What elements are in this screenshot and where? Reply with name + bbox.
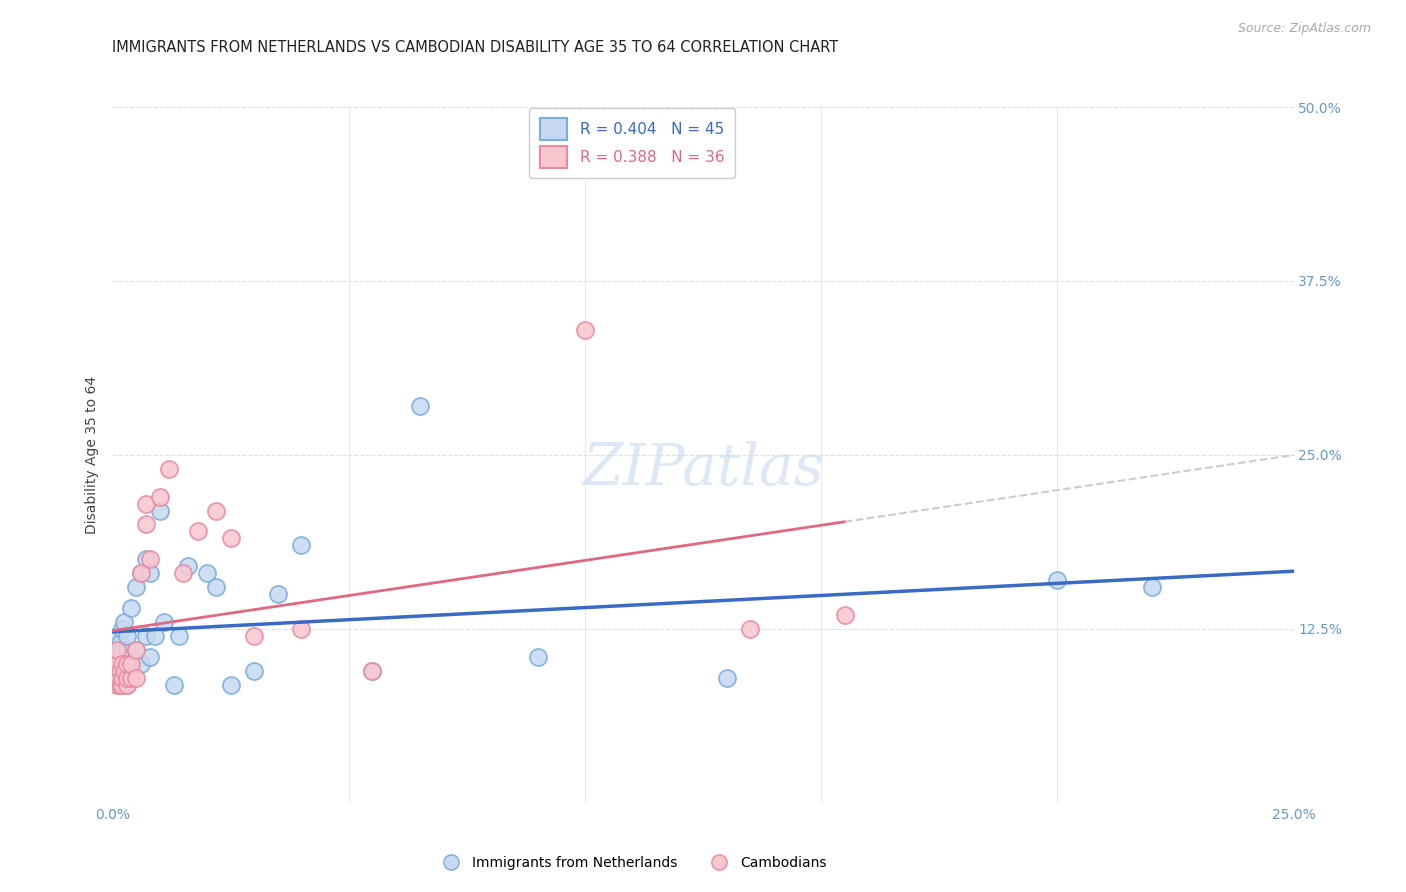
Point bbox=[111, 657, 134, 671]
Point bbox=[120, 601, 142, 615]
Point bbox=[105, 657, 128, 671]
Point bbox=[120, 664, 142, 678]
Point bbox=[740, 622, 762, 636]
Point bbox=[139, 566, 162, 581]
Point bbox=[111, 677, 134, 691]
Point bbox=[135, 629, 157, 643]
Text: ZIPatlas: ZIPatlas bbox=[582, 441, 824, 497]
Point bbox=[111, 622, 134, 636]
Point bbox=[219, 677, 242, 691]
Point bbox=[172, 566, 194, 581]
Point bbox=[105, 642, 128, 657]
Point bbox=[105, 657, 128, 671]
Point bbox=[111, 664, 134, 678]
Point bbox=[107, 649, 129, 664]
Point bbox=[105, 671, 128, 685]
Point bbox=[115, 657, 138, 671]
Point bbox=[135, 497, 157, 511]
Point bbox=[267, 587, 290, 601]
Point bbox=[129, 566, 152, 581]
Point bbox=[361, 664, 384, 678]
Point bbox=[125, 671, 148, 685]
Point bbox=[115, 671, 138, 685]
Point bbox=[290, 622, 312, 636]
Point bbox=[205, 503, 228, 517]
Point bbox=[153, 615, 176, 629]
Point bbox=[105, 642, 128, 657]
Point bbox=[112, 664, 135, 678]
Point bbox=[120, 671, 142, 685]
Point bbox=[195, 566, 218, 581]
Point bbox=[120, 657, 142, 671]
Point bbox=[103, 657, 125, 671]
Legend: Immigrants from Netherlands, Cambodians: Immigrants from Netherlands, Cambodians bbox=[432, 851, 832, 876]
Point bbox=[115, 629, 138, 643]
Point bbox=[135, 552, 157, 566]
Point bbox=[139, 649, 162, 664]
Point bbox=[574, 323, 596, 337]
Point bbox=[167, 629, 190, 643]
Point bbox=[111, 671, 134, 685]
Point bbox=[111, 642, 134, 657]
Point bbox=[408, 399, 430, 413]
Point bbox=[104, 649, 127, 664]
Point bbox=[115, 677, 138, 691]
Text: IMMIGRANTS FROM NETHERLANDS VS CAMBODIAN DISABILITY AGE 35 TO 64 CORRELATION CHA: IMMIGRANTS FROM NETHERLANDS VS CAMBODIAN… bbox=[112, 40, 839, 55]
Point bbox=[143, 629, 166, 643]
Point bbox=[834, 607, 856, 622]
Point bbox=[120, 649, 142, 664]
Point bbox=[108, 664, 131, 678]
Point bbox=[219, 532, 242, 546]
Point bbox=[115, 677, 138, 691]
Point bbox=[115, 642, 138, 657]
Text: Source: ZipAtlas.com: Source: ZipAtlas.com bbox=[1237, 22, 1371, 36]
Point bbox=[243, 629, 266, 643]
Point bbox=[361, 664, 384, 678]
Point bbox=[149, 503, 172, 517]
Point bbox=[1046, 573, 1069, 587]
Point bbox=[112, 615, 135, 629]
Point bbox=[186, 524, 208, 539]
Point bbox=[108, 636, 131, 650]
Point bbox=[163, 677, 186, 691]
Point bbox=[125, 642, 148, 657]
Point bbox=[105, 677, 128, 691]
Point bbox=[149, 490, 172, 504]
Point bbox=[139, 552, 162, 566]
Point bbox=[157, 462, 180, 476]
Point bbox=[108, 677, 131, 691]
Point bbox=[115, 657, 138, 671]
Point bbox=[526, 649, 548, 664]
Point bbox=[105, 629, 128, 643]
Y-axis label: Disability Age 35 to 64: Disability Age 35 to 64 bbox=[86, 376, 100, 534]
Point bbox=[125, 642, 148, 657]
Point bbox=[129, 657, 152, 671]
Point bbox=[104, 664, 127, 678]
Point bbox=[108, 677, 131, 691]
Point bbox=[105, 671, 128, 685]
Point bbox=[1140, 580, 1163, 594]
Point bbox=[125, 580, 148, 594]
Point bbox=[243, 664, 266, 678]
Point bbox=[129, 566, 152, 581]
Point bbox=[716, 671, 738, 685]
Point bbox=[135, 517, 157, 532]
Point bbox=[290, 538, 312, 552]
Point bbox=[177, 559, 200, 574]
Point bbox=[205, 580, 228, 594]
Point bbox=[105, 642, 128, 657]
